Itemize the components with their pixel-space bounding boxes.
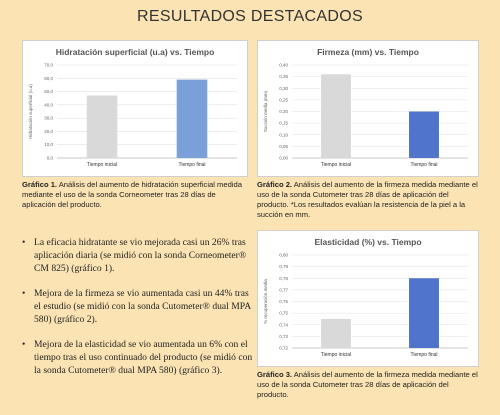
chart-title: Hidratación superficial (u.a) vs. Tiempo bbox=[56, 47, 215, 57]
y-tick-label: 10,0 bbox=[44, 142, 53, 147]
y-tick-label: 0,78 bbox=[279, 276, 288, 281]
y-tick-label: 0,00 bbox=[279, 156, 288, 161]
y-tick-label: 0,05 bbox=[279, 144, 288, 149]
x-tick-label: Tiempo inicial bbox=[321, 352, 351, 358]
chart-hidratacion: Hidratación superficial (u.a) vs. Tiempo… bbox=[22, 40, 248, 177]
y-tick-label: 0,77 bbox=[279, 287, 288, 292]
y-tick-label: 0,30 bbox=[279, 86, 288, 91]
y-tick-label: 0,35 bbox=[279, 74, 288, 79]
list-item: La eficacia hidratante se vio mejorada c… bbox=[22, 236, 254, 275]
bar bbox=[409, 111, 439, 158]
chart-firmeza: Firmeza (mm) vs. Tiempo Succión media (mm… bbox=[257, 40, 479, 177]
caption-text: Análisis del aumento de la firmeza medid… bbox=[257, 180, 478, 219]
caption-label: Gráfico 1. bbox=[22, 180, 58, 189]
y-axis-label: Succión media (mm) bbox=[263, 90, 268, 132]
list-item: Mejora de la elasticidad se vio aumentad… bbox=[22, 338, 254, 377]
chart-elasticidad-svg: Elasticidad (%) vs. Tiempo % recuperación… bbox=[263, 237, 468, 358]
y-tick-label: 30,0 bbox=[44, 116, 53, 121]
chart-hidratacion-svg: Hidratación superficial (u.a) vs. Tiempo… bbox=[28, 47, 237, 168]
caption-text: Análisis del aumento de hidratación supe… bbox=[22, 180, 242, 209]
y-tick-label: 70,0 bbox=[44, 63, 53, 68]
chart-firmeza-svg: Firmeza (mm) vs. Tiempo Succión media (mm… bbox=[263, 47, 468, 168]
y-tick-label: 0,40 bbox=[279, 63, 288, 68]
caption-label: Gráfico 3. bbox=[257, 370, 293, 379]
bar bbox=[176, 79, 208, 158]
y-tick-label: 0,0 bbox=[47, 156, 54, 161]
x-tick-label: Tiempo final bbox=[410, 352, 437, 358]
y-tick-label: 50,0 bbox=[44, 89, 53, 94]
y-tick-label: 60,0 bbox=[44, 76, 53, 81]
y-tick-label: 40,0 bbox=[44, 102, 53, 107]
caption-grafico-2: Gráfico 2. Análisis del aumento de la fi… bbox=[257, 180, 479, 220]
x-tick-label: Tiempo inicial bbox=[87, 162, 117, 168]
y-tick-label: 0,76 bbox=[279, 299, 288, 304]
bar bbox=[409, 278, 439, 348]
caption-grafico-1: Gráfico 1. Análisis del aumento de hidra… bbox=[22, 180, 248, 210]
caption-grafico-3: Gráfico 3. Análisis del aumento de la fi… bbox=[257, 370, 479, 400]
y-tick-label: 0,73 bbox=[279, 334, 288, 339]
y-tick-label: 0,15 bbox=[279, 121, 288, 126]
y-tick-label: 0,74 bbox=[279, 322, 288, 327]
y-axis-label: Hidratación superficial (u.a) bbox=[28, 84, 33, 139]
y-tick-label: 0,25 bbox=[279, 97, 288, 102]
chart-title: Firmeza (mm) vs. Tiempo bbox=[317, 47, 419, 57]
bar bbox=[321, 318, 351, 348]
bar bbox=[321, 74, 351, 158]
y-tick-label: 0,79 bbox=[279, 264, 288, 269]
x-tick-label: Tiempo final bbox=[410, 162, 437, 168]
y-tick-label: 0,80 bbox=[279, 253, 288, 258]
y-tick-label: 0,20 bbox=[279, 109, 288, 114]
y-axis-label: % recuperación media bbox=[263, 279, 268, 324]
chart-elasticidad: Elasticidad (%) vs. Tiempo % recuperación… bbox=[257, 230, 479, 367]
x-tick-label: Tiempo inicial bbox=[321, 162, 351, 168]
caption-text: Análisis del aumento de la firmeza medid… bbox=[257, 370, 478, 399]
y-tick-label: 0,75 bbox=[279, 311, 288, 316]
results-list: La eficacia hidratante se vio mejorada c… bbox=[22, 236, 254, 389]
y-tick-label: 20,0 bbox=[44, 129, 53, 134]
list-item: Mejora de la firmeza se vio aumentada ca… bbox=[22, 287, 254, 326]
page-title: RESULTADOS DESTACADOS bbox=[137, 8, 363, 25]
chart-title: Elasticidad (%) vs. Tiempo bbox=[314, 237, 421, 247]
bar bbox=[86, 95, 118, 158]
caption-label: Gráfico 2. bbox=[257, 180, 293, 189]
y-tick-label: 0,10 bbox=[279, 132, 288, 137]
y-tick-label: 0,72 bbox=[279, 346, 288, 351]
x-tick-label: Tiempo final bbox=[178, 162, 205, 168]
